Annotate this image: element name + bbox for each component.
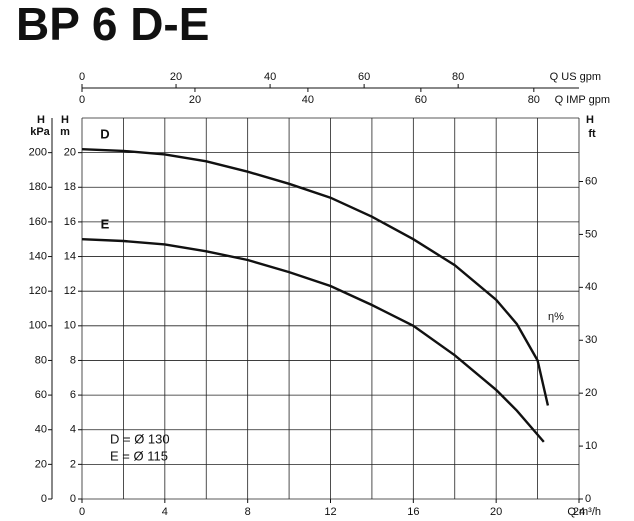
x3-tick-label: 20 [189, 94, 201, 106]
x-tick-label: 24 [573, 506, 585, 518]
y2-tick-label: 60 [35, 389, 47, 401]
x2-tick-label: 80 [452, 71, 464, 83]
curve-label: E [101, 217, 110, 232]
y3-axis-unit: ft [588, 128, 596, 140]
x-tick-label: 12 [324, 506, 336, 518]
x2-tick-label: 20 [170, 71, 182, 83]
y-tick-label: 4 [70, 424, 76, 436]
y2-tick-label: 200 [29, 147, 47, 159]
x3-tick-label: 0 [79, 94, 85, 106]
curve-label: D [100, 127, 109, 142]
y-tick-label: 12 [64, 285, 76, 297]
y2-tick-label: 120 [29, 285, 47, 297]
y-tick-label: 20 [64, 147, 76, 159]
pump-curve [81, 238, 545, 443]
y-tick-label: 0 [70, 493, 76, 505]
x3-tick-label: 60 [415, 94, 427, 106]
x-tick-label: 8 [245, 506, 251, 518]
x-axis-label: Q m³/h [567, 506, 601, 518]
diameter-note: D = Ø 130 [110, 431, 170, 446]
x2-axis-label: Q US gpm [550, 71, 601, 83]
y-axis-label: H [61, 114, 69, 126]
x3-tick-label: 80 [528, 94, 540, 106]
y-tick-label: 18 [64, 181, 76, 193]
diameter-note: E = Ø 115 [110, 448, 168, 463]
chart-title: BP 6 D-E [16, 0, 209, 50]
x2-tick-label: 60 [358, 71, 370, 83]
y2-tick-label: 20 [35, 458, 47, 470]
y3-tick-label: 20 [585, 387, 597, 399]
efficiency-label: η% [548, 311, 564, 323]
x3-axis-label: Q IMP gpm [555, 94, 610, 106]
x-tick-label: 0 [79, 506, 85, 518]
x-tick-label: 20 [490, 506, 502, 518]
y2-tick-label: 40 [35, 424, 47, 436]
y-tick-label: 10 [64, 320, 76, 332]
y2-tick-label: 180 [29, 181, 47, 193]
y3-tick-label: 50 [585, 228, 597, 240]
y3-tick-label: 60 [585, 175, 597, 187]
y-tick-label: 14 [64, 250, 76, 262]
y3-tick-label: 30 [585, 334, 597, 346]
pump-curve [81, 148, 550, 406]
y-tick-label: 8 [70, 354, 76, 366]
y2-axis-label: H [37, 114, 45, 126]
x2-tick-label: 0 [79, 71, 85, 83]
y3-tick-label: 0 [585, 493, 591, 505]
y-tick-label: 2 [70, 458, 76, 470]
y2-tick-label: 140 [29, 250, 47, 262]
y3-tick-label: 40 [585, 281, 597, 293]
x-tick-label: 16 [407, 506, 419, 518]
y3-tick-label: 10 [585, 440, 597, 452]
x-tick-label: 4 [162, 506, 168, 518]
y2-tick-label: 160 [29, 216, 47, 228]
y2-tick-label: 100 [29, 320, 47, 332]
x2-tick-label: 40 [264, 71, 276, 83]
y-axis-unit: m [60, 126, 70, 138]
y-tick-label: 6 [70, 389, 76, 401]
x3-tick-label: 40 [302, 94, 314, 106]
y3-axis-label: H [586, 114, 594, 126]
y2-tick-label: 80 [35, 354, 47, 366]
y2-tick-label: 0 [41, 493, 47, 505]
y2-axis-unit: kPa [30, 126, 50, 138]
y-tick-label: 16 [64, 216, 76, 228]
